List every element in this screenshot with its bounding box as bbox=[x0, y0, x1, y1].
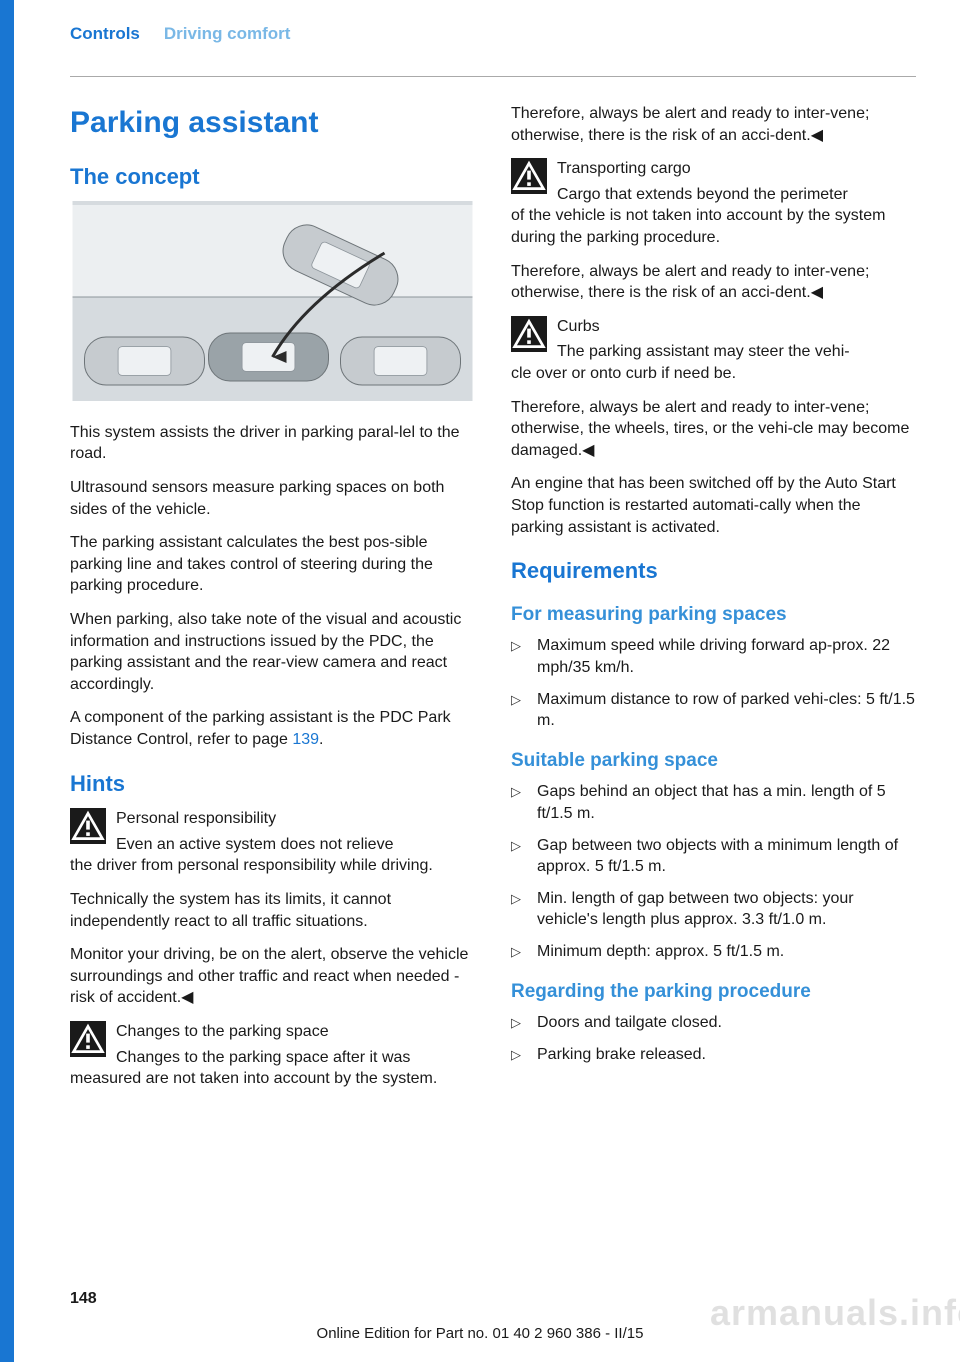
list-suitable: Gaps behind an object that has a min. le… bbox=[511, 781, 916, 962]
heading-requirements: Requirements bbox=[511, 556, 916, 586]
page-link[interactable]: 139 bbox=[292, 731, 319, 748]
warning-sub: Changes to the parking space after it wa… bbox=[116, 1049, 410, 1066]
warning-title: Transporting cargo bbox=[557, 158, 848, 180]
heading-suitable: Suitable parking space bbox=[511, 748, 916, 774]
heading-concept: The concept bbox=[70, 162, 475, 192]
para: The parking assistant calculates the bes… bbox=[70, 532, 475, 597]
warning-icon bbox=[70, 1021, 106, 1057]
para: Therefore, always be alert and ready to … bbox=[511, 261, 916, 304]
list-procedure: Doors and tailgate closed. Parking brake … bbox=[511, 1012, 916, 1065]
para: Monitor your driving, be on the alert, o… bbox=[70, 944, 475, 1009]
heading-procedure: Regarding the parking procedure bbox=[511, 979, 916, 1005]
list-item: Gaps behind an object that has a min. le… bbox=[511, 781, 916, 824]
warning-title: Changes to the parking space bbox=[116, 1021, 410, 1043]
para: When parking, also take note of the visu… bbox=[70, 609, 475, 695]
para: cle over or onto curb if need be. bbox=[511, 363, 916, 385]
text: A component of the parking assistant is … bbox=[70, 709, 451, 748]
list-item: Maximum distance to row of parked vehi‐c… bbox=[511, 689, 916, 732]
heading-measuring: For measuring parking spaces bbox=[511, 602, 916, 628]
para: measured are not taken into account by t… bbox=[70, 1068, 475, 1090]
para: the driver from personal responsibility … bbox=[70, 855, 475, 877]
page-number: 148 bbox=[70, 1290, 97, 1308]
breadcrumb-section: Controls bbox=[70, 24, 140, 44]
warning-block: Curbs The parking assistant may steer th… bbox=[511, 316, 916, 363]
para: of the vehicle is not taken into account… bbox=[511, 205, 916, 248]
warning-sub: Cargo that extends beyond the perimeter bbox=[557, 186, 848, 203]
warning-block: Transporting cargo Cargo that extends be… bbox=[511, 158, 916, 205]
heading-hints: Hints bbox=[70, 769, 475, 799]
warning-text: Curbs The parking assistant may steer th… bbox=[557, 316, 850, 363]
para: Therefore, always be alert and ready to … bbox=[511, 103, 916, 146]
para: An engine that has been switched off by … bbox=[511, 473, 916, 538]
list-measuring: Maximum speed while driving forward ap‐p… bbox=[511, 635, 916, 731]
warning-title: Curbs bbox=[557, 316, 850, 338]
list-item: Min. length of gap between two objects: … bbox=[511, 888, 916, 931]
list-item: Doors and tailgate closed. bbox=[511, 1012, 916, 1034]
para: Ultrasound sensors measure parking space… bbox=[70, 477, 475, 520]
text: . bbox=[319, 731, 323, 748]
para: A component of the parking assistant is … bbox=[70, 707, 475, 750]
para: Therefore, always be alert and ready to … bbox=[511, 397, 916, 462]
warning-block: Personal responsibility Even an active s… bbox=[70, 808, 475, 855]
list-item: Maximum speed while driving forward ap‐p… bbox=[511, 635, 916, 678]
warning-icon bbox=[511, 158, 547, 194]
column-left: Parking assistant The concept This syste… bbox=[70, 103, 475, 1090]
column-right: Therefore, always be alert and ready to … bbox=[511, 103, 916, 1090]
list-item: Minimum depth: approx. 5 ft/1.5 m. bbox=[511, 941, 916, 963]
list-item: Parking brake released. bbox=[511, 1044, 916, 1066]
breadcrumb-chapter: Driving comfort bbox=[164, 24, 291, 44]
warning-title: Personal responsibility bbox=[116, 808, 393, 830]
warning-icon bbox=[511, 316, 547, 352]
divider bbox=[70, 76, 916, 77]
warning-block: Changes to the parking space Changes to … bbox=[70, 1021, 475, 1068]
footer-line: Online Edition for Part no. 01 40 2 960 … bbox=[0, 1325, 960, 1342]
warning-sub: The parking assistant may steer the vehi… bbox=[557, 343, 850, 360]
columns: Parking assistant The concept This syste… bbox=[70, 103, 916, 1090]
list-item: Gap between two objects with a minimum l… bbox=[511, 835, 916, 878]
page-title: Parking assistant bbox=[70, 103, 475, 144]
page: Controls Driving comfort Parking assista… bbox=[0, 0, 960, 1362]
warning-text: Personal responsibility Even an active s… bbox=[116, 808, 393, 855]
warning-sub: Even an active system does not relieve bbox=[116, 836, 393, 853]
warning-text: Changes to the parking space Changes to … bbox=[116, 1021, 410, 1068]
warning-text: Transporting cargo Cargo that extends be… bbox=[557, 158, 848, 205]
warning-icon bbox=[70, 808, 106, 844]
breadcrumb: Controls Driving comfort bbox=[70, 24, 916, 44]
para: Technically the system has its limits, i… bbox=[70, 889, 475, 932]
para: This system assists the driver in parkin… bbox=[70, 422, 475, 465]
concept-figure bbox=[70, 201, 475, 401]
